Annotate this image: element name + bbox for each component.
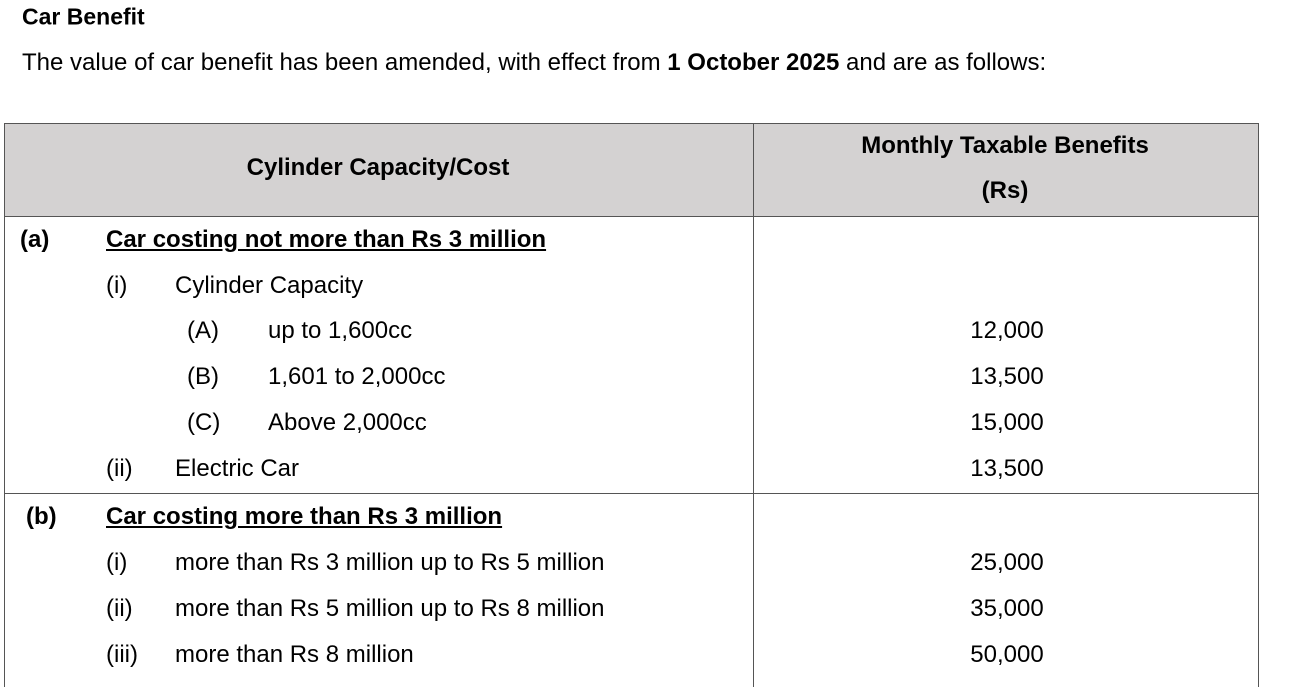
subitem-text: up to 1,600cc	[268, 317, 413, 344]
border	[4, 216, 1259, 217]
item-label: (ii)	[106, 595, 133, 622]
subitem-label: (C)	[187, 409, 221, 436]
item-text: more than Rs 5 million up to Rs 8 millio…	[175, 595, 605, 622]
section-label: (a)	[20, 226, 50, 253]
border	[1258, 123, 1259, 687]
item-label: (iii)	[106, 641, 138, 668]
item-text: Cylinder Capacity	[175, 272, 364, 299]
value: 35,000	[970, 595, 1044, 622]
intro-text: The value of car benefit has been amende…	[22, 49, 661, 76]
subitem-label: (B)	[187, 363, 219, 390]
value: 15,000	[970, 409, 1044, 436]
section-label: (b)	[26, 503, 57, 530]
item-label: (ii)	[106, 455, 133, 482]
item-text: more than Rs 3 million up to Rs 5 millio…	[175, 549, 605, 576]
border	[4, 493, 1259, 494]
title: Car Benefit	[22, 3, 145, 30]
intro-text: and are as follows:	[846, 49, 1047, 76]
item-text: Electric Car	[175, 455, 300, 482]
subitem-text: Above 2,000cc	[268, 409, 427, 436]
section-heading: Car costing not more than Rs 3 million	[106, 226, 547, 253]
value: 50,000	[970, 641, 1044, 668]
border	[4, 123, 1259, 124]
subitem-text: 1,601 to 2,000cc	[268, 363, 446, 390]
section-heading: Car costing more than Rs 3 million	[106, 503, 503, 530]
border	[4, 123, 5, 687]
value: 25,000	[970, 549, 1044, 576]
item-label: (i)	[106, 272, 128, 299]
column-header: Monthly Taxable Benefits	[861, 132, 1149, 159]
border	[753, 123, 754, 687]
intro-date: 1 October 2025	[667, 49, 840, 76]
value: 13,500	[970, 363, 1044, 390]
value: 13,500	[970, 455, 1044, 482]
item-text: more than Rs 8 million	[175, 641, 414, 668]
intro: The value of car benefit has been amende…	[22, 51, 1046, 75]
column-header: Cylinder Capacity/Cost	[246, 154, 510, 181]
column-header: (Rs)	[981, 177, 1029, 204]
header-row	[4, 123, 1258, 216]
item-label: (i)	[106, 549, 128, 576]
subitem-label: (A)	[187, 317, 219, 344]
value: 12,000	[970, 317, 1044, 344]
